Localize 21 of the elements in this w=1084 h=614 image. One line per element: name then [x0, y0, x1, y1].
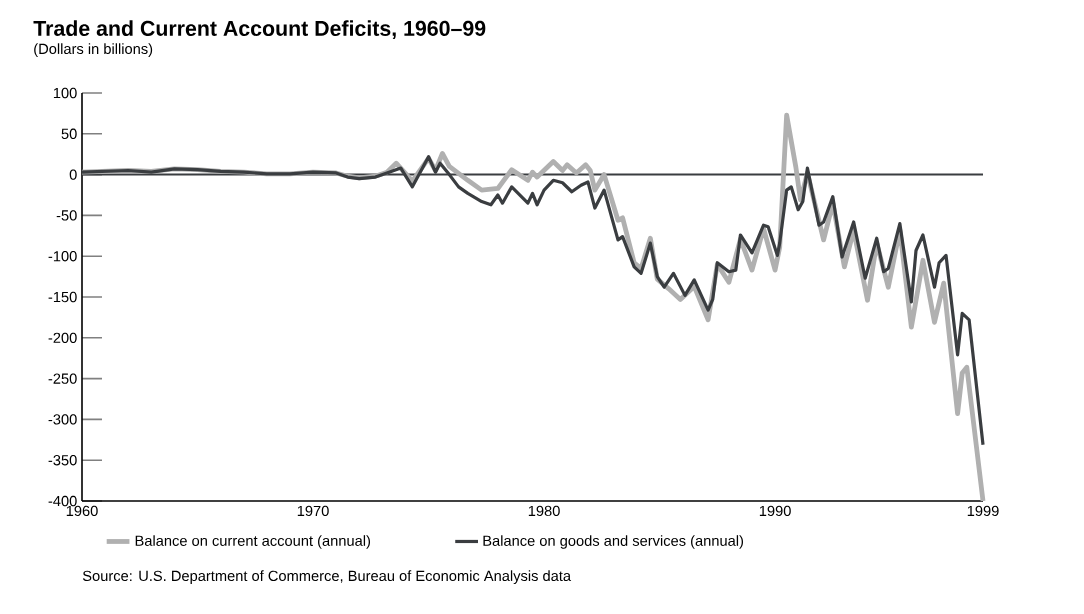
legend-label: Balance on current account (annual) [135, 535, 371, 549]
x-tick-label: 1970 [297, 505, 329, 517]
y-tick-label: -350 [48, 455, 77, 466]
chart-title: Trade and Current Account Deficits, 1960–99 [33, 20, 486, 40]
y-tick-label: -150 [48, 291, 77, 303]
y-tick-label: -300 [48, 414, 77, 425]
y-tick-label: -200 [48, 332, 77, 343]
y-tick-label: 100 [53, 87, 77, 99]
y-tick-label: 50 [61, 128, 77, 139]
y-tick-label: -250 [48, 373, 77, 384]
legend-label: Balance on goods and services (annual) [483, 535, 744, 549]
y-tick-label: -50 [56, 210, 77, 221]
source-note: Source: U.S. Department of Commerce, Bureau of Economic Analysis data [82, 570, 572, 584]
y-tick-label: -400 [48, 495, 77, 507]
y-tick-label: 0 [69, 169, 77, 180]
y-tick-label: -100 [48, 251, 77, 262]
chart-subtitle: (Dollars in billions) [34, 43, 153, 57]
x-tick-label: 1960 [66, 505, 98, 517]
x-tick-label: 1999 [967, 505, 999, 517]
x-tick-label: 1980 [528, 505, 560, 517]
x-tick-label: 1990 [759, 505, 791, 517]
